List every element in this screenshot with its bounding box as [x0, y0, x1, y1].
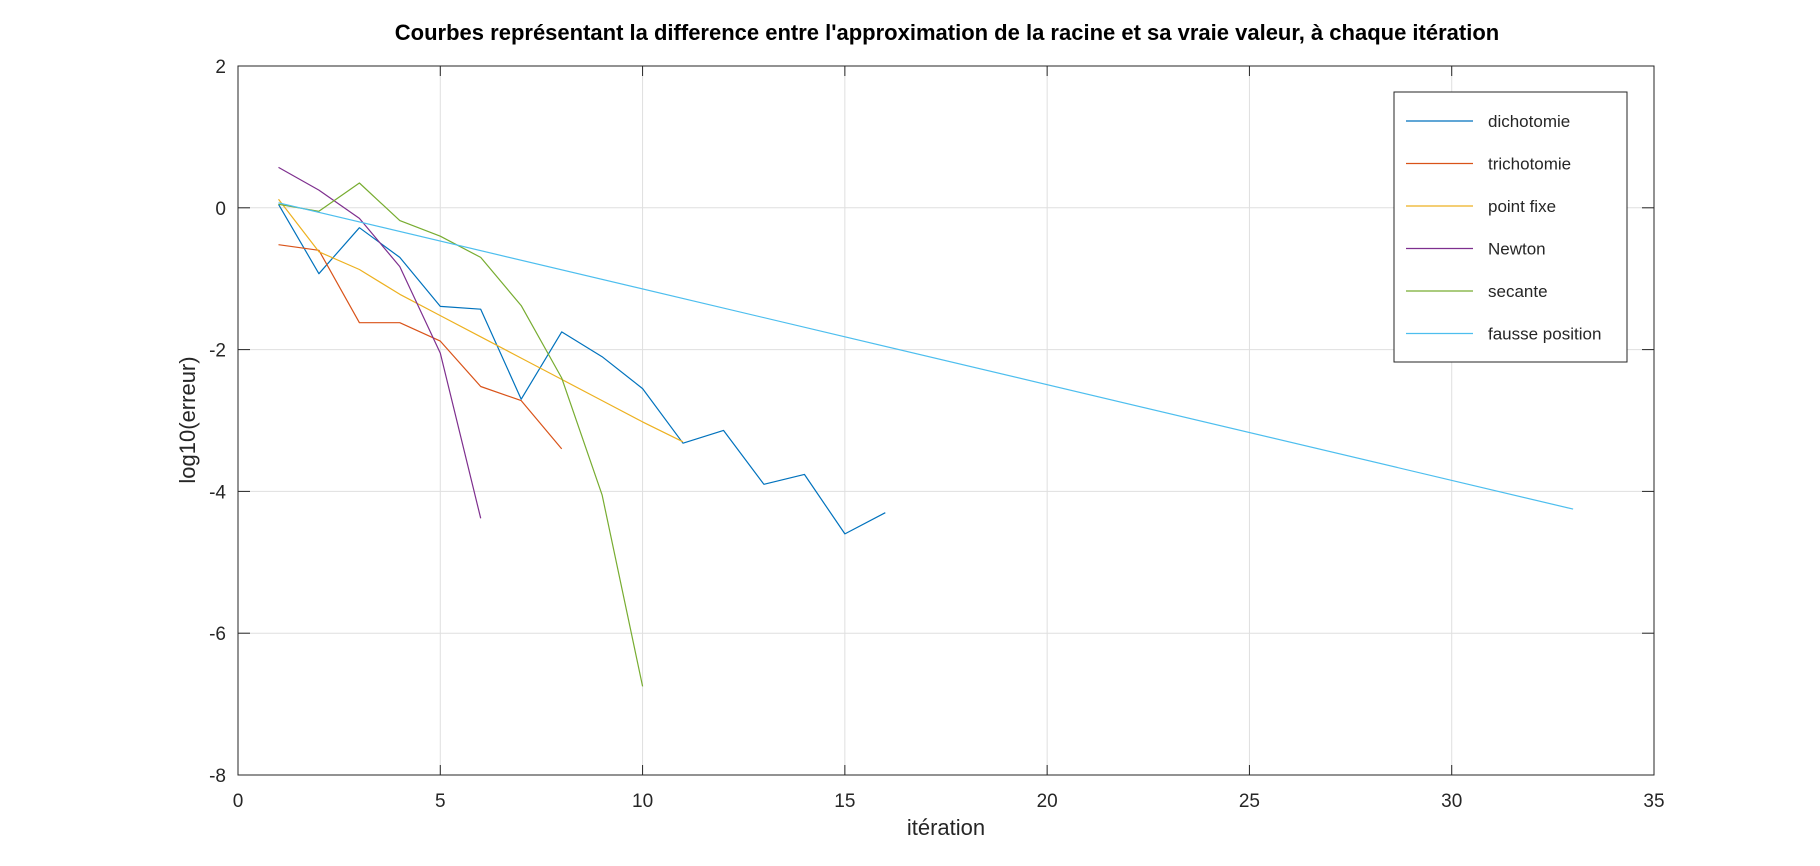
- legend-label-point-fixe: point fixe: [1488, 197, 1556, 216]
- x-tick-label: 15: [834, 791, 855, 812]
- legend: dichotomie trichotomie point fixe Newton sec…: [1393, 91, 1628, 363]
- legend-box: [1393, 91, 1628, 363]
- y-tick-label: 2: [215, 57, 226, 78]
- chart-title: Courbes représentant la difference entre…: [395, 20, 1499, 45]
- plot-area-frame: [237, 65, 1655, 776]
- series-line-newton: [278, 166, 482, 519]
- y-tick-label: -6: [209, 624, 226, 645]
- series-line-trichotomie: [278, 244, 563, 450]
- series-lines: [277, 166, 1574, 687]
- legend-label-newton: Newton: [1488, 240, 1546, 259]
- legend-label-fausse-position: fausse position: [1488, 325, 1601, 344]
- y-tick-label: 0: [215, 199, 226, 220]
- legend-label-trichotomie: trichotomie: [1488, 155, 1571, 174]
- axis-ticks: 0 5 10 15 20 25 30 35 -8 -6 -4 -2 0 2: [209, 57, 1664, 812]
- x-tick-label: 10: [632, 791, 653, 812]
- x-tick-label: 35: [1643, 791, 1664, 812]
- y-tick-label: -4: [209, 482, 226, 503]
- y-tick-label: -8: [209, 766, 226, 787]
- legend-label-dichotomie: dichotomie: [1488, 112, 1570, 131]
- x-tick-label: 25: [1239, 791, 1260, 812]
- x-axis-label: itération: [907, 815, 985, 840]
- series-line-point-fixe: [278, 198, 684, 443]
- x-tick-label: 20: [1037, 791, 1058, 812]
- y-axis-label: log10(erreur): [175, 356, 200, 483]
- y-tick-label: -2: [209, 341, 226, 362]
- legend-label-secante: secante: [1488, 282, 1548, 301]
- series-line-secante: [278, 182, 644, 687]
- x-tick-label: 5: [435, 791, 446, 812]
- x-tick-label: 30: [1441, 791, 1462, 812]
- series-line-fausse-position: [278, 202, 1574, 510]
- x-tick-label: 0: [233, 791, 244, 812]
